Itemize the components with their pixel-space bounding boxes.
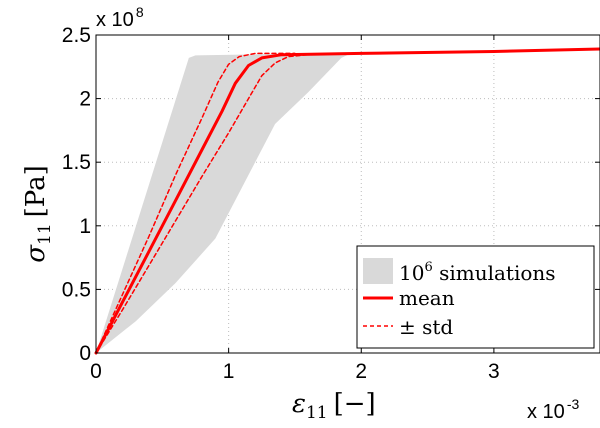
y-tick-label: 1.5 bbox=[62, 151, 91, 174]
x-tick-label: 3 bbox=[488, 360, 500, 383]
x-tick-label: 0 bbox=[90, 360, 102, 383]
simulations-band bbox=[96, 48, 600, 353]
x-multiplier: x 10 -3 bbox=[527, 396, 579, 423]
x-multiplier-exponent: -3 bbox=[567, 396, 580, 412]
series-layer bbox=[94, 47, 600, 355]
simulations-band-layer bbox=[96, 48, 600, 353]
legend-label-std: ± std bbox=[399, 315, 453, 339]
x-axis-label: ε11 [−] bbox=[292, 389, 376, 423]
mean-line bbox=[94, 47, 600, 355]
y-tick-label: 2.5 bbox=[62, 24, 91, 47]
x-tick-label: 2 bbox=[355, 360, 367, 383]
y-multiplier: x 10 8 bbox=[96, 4, 144, 31]
y-multiplier-exponent: 8 bbox=[136, 4, 144, 20]
plus-std-line bbox=[95, 52, 296, 354]
minus-std-line bbox=[95, 53, 309, 354]
y-tick-label: 0.5 bbox=[62, 278, 91, 301]
axes-frame bbox=[95, 34, 600, 354]
legend-box bbox=[356, 245, 595, 349]
legend-label-mean: mean bbox=[399, 286, 455, 310]
legend-label-simulations: 106 simulations bbox=[399, 260, 556, 285]
y-tick-label: 1 bbox=[79, 215, 91, 238]
axis-ticks: 0 1 2 3 0 0.5 1 1.5 2 2.5 bbox=[62, 24, 600, 383]
legend: 106 simulations mean ± std bbox=[356, 245, 595, 349]
legend-swatch-band bbox=[363, 258, 393, 284]
y-axis-label: σ11[Pa] bbox=[21, 165, 55, 263]
y-tick-label: 0 bbox=[79, 342, 91, 365]
y-tick-label: 2 bbox=[79, 88, 91, 111]
x-tick-label: 1 bbox=[223, 360, 235, 383]
